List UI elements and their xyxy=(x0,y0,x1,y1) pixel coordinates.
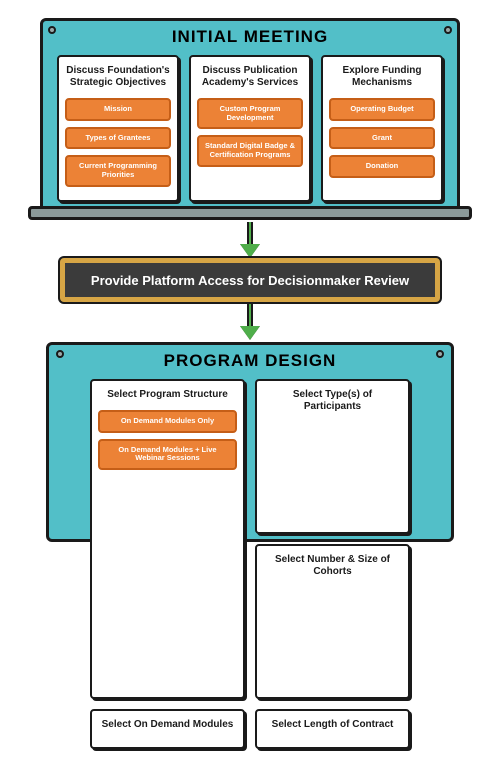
card: Select On Demand Modules xyxy=(90,709,245,749)
chip: On Demand Modules Only xyxy=(98,410,237,433)
chip: Operating Budget xyxy=(329,98,435,121)
card: Select Program Structure On Demand Module… xyxy=(90,379,245,699)
card: Select Type(s) of Participants xyxy=(255,379,410,534)
chip: Standard Digital Badge & Certification P… xyxy=(197,135,303,166)
arrow-1 xyxy=(247,222,253,246)
card: Explore Funding Mechanisms Operating Budg… xyxy=(321,55,443,202)
card-title: Select Length of Contract xyxy=(272,719,394,731)
chip: Types of Grantees xyxy=(65,127,171,150)
card-title: Select On Demand Modules xyxy=(102,719,234,731)
screw xyxy=(436,350,444,358)
screw xyxy=(48,26,56,34)
chip: Donation xyxy=(329,155,435,178)
card-title: Discuss Foundation's Strategic Objective… xyxy=(65,65,171,89)
panel1-columns: Discuss Foundation's Strategic Objective… xyxy=(43,51,457,214)
chip: Current Programming Priorities xyxy=(65,155,171,186)
chip: Grant xyxy=(329,127,435,150)
chip: Mission xyxy=(65,98,171,121)
card-title: Select Number & Size of Cohorts xyxy=(263,554,402,578)
screw xyxy=(444,26,452,34)
screw xyxy=(56,350,64,358)
panel2-columns: Select Program Structure On Demand Module… xyxy=(49,375,451,761)
arrow-1-head xyxy=(240,244,260,258)
card: Discuss Publication Academy's Services Cu… xyxy=(189,55,311,202)
arrow-2 xyxy=(247,304,253,328)
panel-initial-meeting: INITIAL MEETING Discuss Foundation's Str… xyxy=(40,18,460,218)
card-title: Select Program Structure xyxy=(107,389,228,401)
panel-program-design: PROGRAM DESIGN Select Program Structure O… xyxy=(46,342,454,542)
chip: On Demand Modules + Live Webinar Session… xyxy=(98,439,237,470)
middle-box: Provide Platform Access for Decisionmake… xyxy=(60,258,440,302)
panel-title: PROGRAM DESIGN xyxy=(49,345,451,375)
card: Select Length of Contract xyxy=(255,709,410,749)
card: Discuss Foundation's Strategic Objective… xyxy=(57,55,179,202)
card-title: Explore Funding Mechanisms xyxy=(329,65,435,89)
card: Select Number & Size of Cohorts xyxy=(255,544,410,699)
arrow-2-head xyxy=(240,326,260,340)
card-title: Discuss Publication Academy's Services xyxy=(197,65,303,89)
panel-title: INITIAL MEETING xyxy=(43,21,457,51)
chip: Custom Program Development xyxy=(197,98,303,129)
card-title: Select Type(s) of Participants xyxy=(263,389,402,413)
middle-text: Provide Platform Access for Decisionmake… xyxy=(91,273,409,288)
panel1-base-bar xyxy=(28,206,472,220)
